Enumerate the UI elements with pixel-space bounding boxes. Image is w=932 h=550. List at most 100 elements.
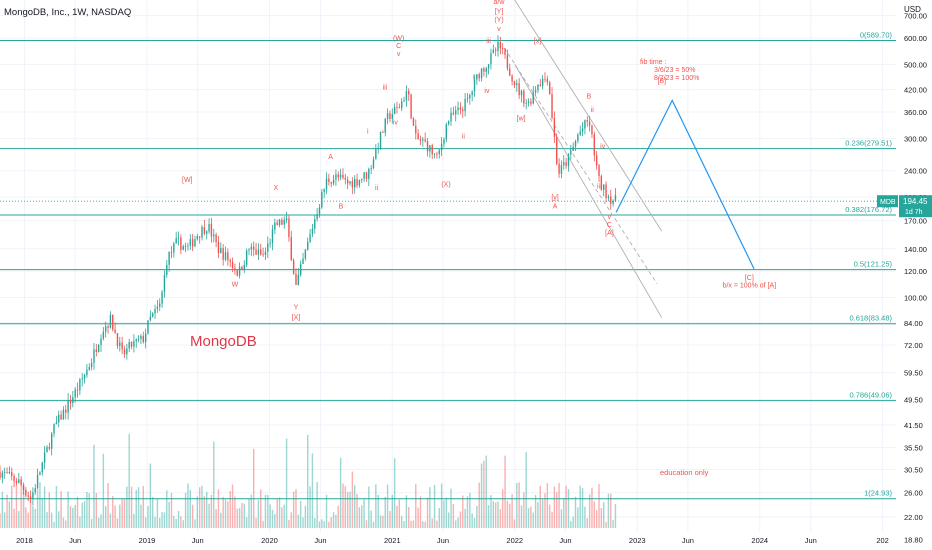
x-tick-label: 2022 [506,536,523,545]
volume-bar [455,520,457,528]
candle-body [408,91,410,95]
candle-body [220,248,222,254]
volume-bar [556,492,558,528]
volume-bar [135,489,137,528]
candle-body [55,422,58,425]
wave-label: i [473,75,475,82]
candle-body [457,107,459,111]
x-tick-label: Jun [314,536,326,545]
volume-bar [269,504,271,528]
y-axis-bg [896,0,932,550]
candle-body [39,472,41,475]
candle-body [86,369,88,376]
candle-body [149,316,152,321]
volume-bar [69,506,72,528]
volume-bar [379,515,382,528]
volume-bar [90,518,93,528]
x-tick-label: 2020 [261,536,278,545]
candle-body [20,479,22,486]
candle-body [267,243,269,252]
volume-bar [485,455,487,528]
candle-body [335,174,337,180]
channel-line [514,0,663,232]
volume-bar [605,521,607,528]
volume-bar [614,504,617,528]
wave-label: ii [462,133,466,140]
candle-body [541,78,544,86]
candle-body [34,488,36,493]
candle-body [133,341,135,347]
candle-body [166,264,168,275]
x-axis[interactable]: 2018 Jun 2019 Jun 2020 Jun 2021 Jun 2022 Jun 2023 J… [0,532,896,550]
volume-bar [325,494,328,528]
candle-body [410,94,412,119]
volume-bar [494,502,497,528]
volume-bar [76,496,79,528]
candle-body [577,134,579,141]
candle-body [459,107,462,110]
price-badge-value: 194.45 [903,197,928,206]
y-axis[interactable]: 18.80 22.00 26.00 30.50 35.50 41.50 49.50 59.50… [896,0,932,550]
candle-body [370,167,372,169]
volume-bar [27,512,29,528]
candle-body [548,82,551,95]
y-tick-label: 22.00 [904,513,923,522]
volume-bar [283,504,285,528]
volume-bar [15,484,18,528]
volume-bar [372,521,375,528]
candle-body [476,74,478,80]
volume-bar [236,508,238,528]
volume-bar [471,513,473,528]
volume-bar [365,520,368,528]
volume-bar [316,482,318,528]
wave-label: ii [591,107,595,114]
candle-body [245,250,248,265]
volume-bar [276,499,278,528]
volume-bar [396,505,398,528]
candle-body [429,145,431,152]
candle-body [593,134,596,156]
volume-bar [544,493,546,528]
candle-body [3,472,6,474]
volume-bar [433,484,436,528]
volume-bar [534,494,537,528]
volume-bar [553,486,556,528]
volume-bar [405,495,408,528]
volume-bar [198,487,201,528]
volume-bar [450,488,452,528]
candle-body [231,261,234,269]
volume-bar [424,521,426,528]
volume-bar [234,496,236,528]
candle-body [382,131,384,133]
volume-bar [262,520,264,528]
volume-bar [231,484,234,528]
wave-label: iv [484,88,490,95]
volume-bar [173,515,175,528]
volume-bar [224,499,227,528]
volume-bar [248,498,250,528]
candle-body [227,252,229,261]
price-badge: MDB 194.45 1d 7h [877,195,932,218]
candle-body [159,303,161,307]
candle-body [586,120,588,122]
candle-body [299,263,302,275]
volume-bar [457,517,459,528]
volume-bar [563,498,565,528]
y-tick-label: 170.00 [904,217,927,226]
wave-label: iii [597,184,602,191]
fib-level-label: 0.236(279.51) [845,139,892,148]
candle-body [455,110,457,115]
volume-bar [22,485,25,528]
volume-bar [546,483,549,528]
volume-bar [191,504,194,528]
volume-bar [29,496,32,528]
y-tick-label: 500.00 [904,60,927,69]
volume-bar [445,497,448,528]
candle-body [337,174,339,178]
candle-body [539,84,541,86]
candle-body [386,113,389,119]
candle-body [76,389,79,391]
candle-body [433,153,436,155]
volume-bar [95,493,98,528]
